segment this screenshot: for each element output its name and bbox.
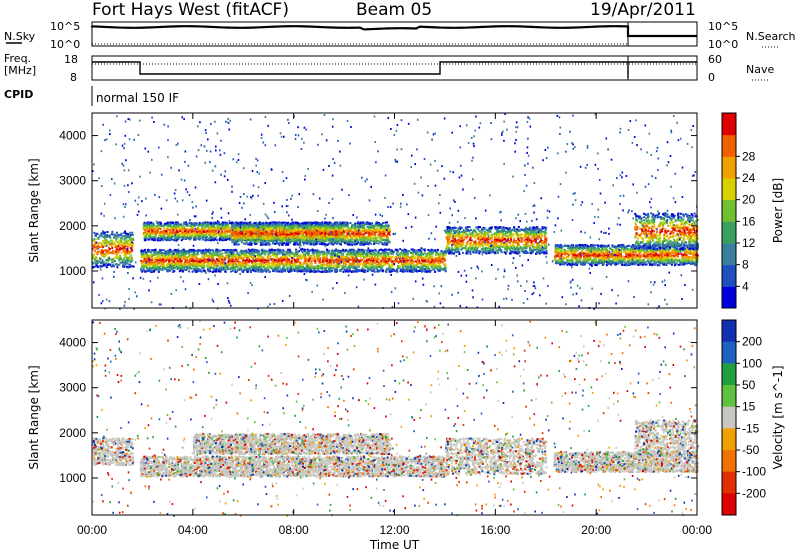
- colorbar-tick-label: 8: [742, 258, 749, 272]
- panel-frame-power: [91, 112, 698, 309]
- colorbar-tick-label: 100: [742, 356, 762, 370]
- colorbar-tick-label: 24: [742, 171, 756, 185]
- colorbar-segment: [722, 221, 736, 244]
- cpid-label: CPID: [4, 88, 33, 101]
- freq-tick-hi: 18: [64, 53, 78, 66]
- colorbar-segment: [722, 156, 736, 179]
- xtick-label: 16:00: [480, 523, 510, 537]
- ytick-label: 1000: [59, 471, 86, 485]
- colorbar-segment: [722, 178, 736, 201]
- xtick-label: 08:00: [279, 523, 309, 537]
- colorbar-tick-label: -100: [742, 465, 766, 479]
- nsky-tick-hi: 10^5: [50, 20, 80, 33]
- freq-label: Freq.: [4, 52, 31, 65]
- colorbar-label: Power [dB]: [771, 178, 785, 243]
- colorbar-tick-label: 50: [742, 378, 756, 392]
- panel-frames: [6, 21, 778, 516]
- colorbar-tick-label: -50: [742, 443, 760, 457]
- colorbar-segment: [722, 199, 736, 222]
- colorbar-segment: [722, 406, 736, 429]
- xtick-label: 04:00: [178, 523, 208, 537]
- ytick-label: 2000: [59, 426, 86, 440]
- colorbar-segment: [722, 320, 736, 343]
- colorbar-segment: [722, 471, 736, 494]
- nsky-label: N.Sky: [4, 30, 35, 43]
- axis-texts: 1000 2000 3000 4000 Slant Range [km] 1000 2000…: [27, 129, 712, 552]
- station-title: Fort Hays West (fitACF): [92, 0, 289, 20]
- colorbar-segment: [722, 385, 736, 408]
- colorbar-tick-label: 200: [742, 335, 762, 349]
- colorbar-frame: [721, 112, 737, 309]
- ylabel: Slant Range [km]: [27, 158, 41, 262]
- colorbar-segment: [722, 493, 736, 516]
- colorbar-segment: [722, 286, 736, 309]
- nave-tick-lo: 0: [708, 71, 715, 84]
- panel-frame-velocity: [91, 319, 698, 516]
- nsky-panel-frame: [91, 21, 698, 47]
- colorbar-segment: [722, 243, 736, 266]
- colorbar-segment: [722, 264, 736, 287]
- xlabel: Time UT: [369, 538, 420, 552]
- colorbar-tick-label: -200: [742, 486, 766, 500]
- freq-unit: [MHz]: [4, 64, 36, 77]
- colorbar-segment: [722, 341, 736, 364]
- date-title: 19/Apr/2011: [590, 0, 696, 20]
- colorbar-tick-label: -15: [742, 421, 760, 435]
- freq-tick-lo: 8: [70, 71, 77, 84]
- xtick-label: 12:00: [379, 523, 409, 537]
- xtick-label: 20:00: [581, 523, 611, 537]
- colorbar-tick-label: 16: [742, 214, 756, 228]
- nsky-tick-lo: 10^0: [50, 38, 80, 51]
- colorbar-tick-label: 4: [742, 279, 749, 293]
- colorbars: 4 8 12 16 20 24 28 Power [dB] 200 100 50 15 -15 -50 -1…: [721, 112, 785, 516]
- ytick-label: 3000: [59, 174, 86, 188]
- colorbar-tick-label: 15: [742, 400, 756, 414]
- cpid-value: normal 150 IF: [96, 91, 179, 105]
- colorbar-segment: [722, 113, 736, 136]
- ytick-label: 4000: [59, 336, 86, 350]
- nsearch-tick-lo: 10^0: [708, 38, 738, 51]
- nave-tick-hi: 60: [708, 53, 722, 66]
- ytick-label: 4000: [59, 129, 86, 143]
- colorbar-segment: [722, 428, 736, 451]
- colorbar-segment: [722, 450, 736, 473]
- nave-label: Nave: [746, 63, 774, 76]
- colorbar-label: Velocity [m s^-1]: [771, 365, 785, 469]
- colorbar-segment: [722, 363, 736, 386]
- nsky-line: [90, 25, 697, 38]
- velocity-scatter-layer: [92, 320, 699, 517]
- colorbar-frame: [721, 319, 737, 516]
- beam-title: Beam 05: [356, 0, 432, 20]
- ytick-label: 1000: [59, 264, 86, 278]
- power-scatter-layer: [92, 113, 699, 310]
- colorbar-tick-label: 28: [742, 149, 756, 163]
- colorbar-tick-label: 20: [742, 193, 756, 207]
- colorbar-tick-label: 12: [742, 236, 756, 250]
- xtick-label: 00:00: [77, 523, 107, 537]
- nsearch-tick-hi: 10^5: [708, 20, 738, 33]
- xtick-label: 00:00: [682, 523, 712, 537]
- colorbar-segment: [722, 134, 736, 157]
- ytick-label: 2000: [59, 219, 86, 233]
- ytick-label: 3000: [59, 381, 86, 395]
- nsearch-label: N.Search: [746, 30, 796, 43]
- freq-panel-frame: [91, 55, 698, 81]
- ylabel: Slant Range [km]: [27, 365, 41, 469]
